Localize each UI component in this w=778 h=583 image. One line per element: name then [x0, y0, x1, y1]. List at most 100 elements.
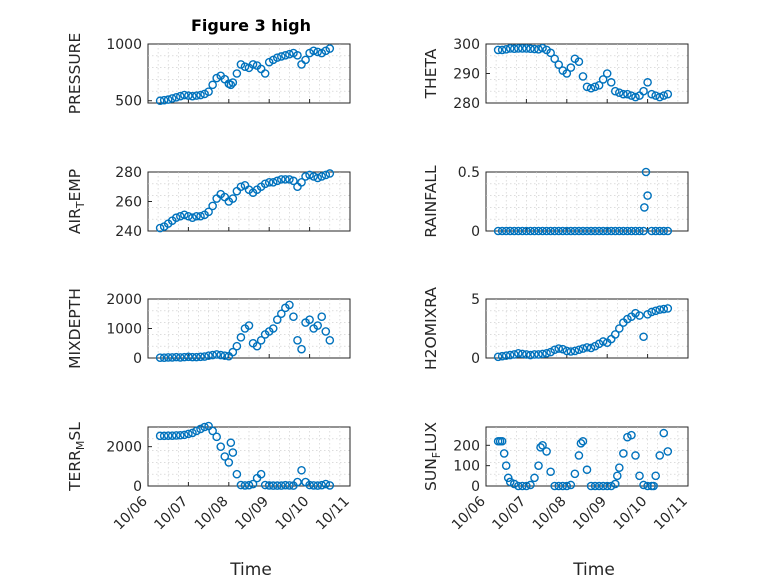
air-temp-point — [171, 213, 181, 223]
air-temp-point — [305, 170, 314, 180]
rainfall-point — [566, 226, 576, 236]
sun-flux-point — [623, 432, 632, 442]
terr-msl-point — [226, 438, 236, 448]
mixdepth-point — [325, 335, 335, 345]
mixdepth-point — [232, 341, 242, 351]
terr-msl-point — [305, 480, 314, 490]
y-tick-label: 2000 — [106, 292, 142, 308]
theta-point — [505, 44, 515, 53]
air-temp-point — [184, 211, 193, 221]
mixdepth-point — [244, 321, 254, 330]
axes-h2omixra: 0 5 H2OMIXRA — [422, 287, 689, 370]
sun-flux-point — [530, 473, 539, 483]
theta-point — [590, 82, 600, 92]
y-tick-label: 0 — [471, 479, 480, 495]
x-tick-label: 10/07 — [489, 494, 529, 534]
x-tick-label: 10/07 — [151, 494, 191, 534]
terr-msl-point — [325, 481, 335, 490]
terr-msl-point — [171, 431, 181, 440]
mixdepth-point — [180, 352, 189, 362]
rainfall-point — [582, 226, 592, 236]
h2omixra-point — [562, 346, 572, 356]
sun-flux-point — [590, 481, 600, 491]
sun-flux-point — [649, 481, 658, 491]
terr-msl-point — [232, 469, 242, 479]
h2omixra-point — [586, 343, 596, 353]
h2omixra-point — [578, 344, 588, 353]
mixdepth-point — [268, 324, 278, 333]
axes-terr-msl: 0 2000 TERRMSL 10/06 10/07 10/08 10/09 10/10 10/… — [66, 421, 353, 534]
rainfall-point — [570, 226, 580, 236]
h2omixra-point — [566, 347, 576, 356]
h2omixra-point — [639, 332, 648, 342]
y-tick-label: 0 — [471, 224, 480, 240]
terr-msl-point — [224, 458, 234, 467]
air-temp-point — [285, 175, 294, 184]
rainfall-point — [574, 226, 584, 236]
rainfall-point — [538, 226, 547, 236]
y-tick-label: 5 — [471, 292, 480, 308]
terr-msl-point — [313, 481, 322, 490]
sun-flux-point — [570, 469, 580, 479]
pressure-point — [155, 96, 165, 106]
pressure-point — [159, 95, 169, 105]
mixdepth-point — [176, 353, 185, 362]
pressure-point — [325, 44, 335, 53]
theta-point — [554, 60, 564, 69]
mixdepth-point — [317, 312, 327, 322]
x-axis-label-left: Time — [229, 560, 272, 580]
y-tick-label: 0.5 — [458, 165, 480, 181]
sun-flux-point — [542, 447, 551, 456]
pressure-point — [226, 80, 236, 90]
rainfall-point — [526, 226, 535, 236]
mixdepth-point — [272, 315, 282, 324]
sun-flux-point — [635, 471, 644, 481]
pressure-point — [309, 46, 318, 56]
terr-msl-point — [236, 480, 246, 490]
terr-msl-point — [192, 426, 201, 436]
sun-flux-point — [586, 481, 596, 491]
rainfall-point — [640, 203, 649, 212]
air-temp-point — [301, 172, 310, 181]
terr-msl-point — [293, 477, 302, 487]
h2omixra-point — [659, 304, 669, 314]
mixdepth-point — [228, 347, 238, 357]
terr-msl-point — [155, 431, 165, 441]
pressure-point — [260, 69, 270, 78]
theta-point — [578, 72, 588, 81]
air-temp-point — [264, 178, 274, 187]
terr-msl-point — [167, 431, 177, 440]
rainfall-point — [610, 226, 620, 236]
sun-flux-point — [558, 481, 568, 491]
terr-msl-point — [264, 481, 274, 490]
terr-msl-point — [196, 424, 205, 434]
air-temp-point — [277, 175, 286, 184]
terr-msl-point — [184, 429, 193, 439]
sun-flux-point — [499, 449, 509, 458]
mixdepth-point — [167, 353, 177, 362]
sun-flux-point — [550, 481, 559, 491]
pressure-point — [171, 93, 181, 102]
rainfall-point — [578, 226, 588, 236]
pressure-point — [281, 51, 290, 60]
pressure-point — [163, 95, 173, 104]
air-temp-point — [180, 210, 189, 220]
theta-point — [562, 69, 572, 78]
rainfall-point — [501, 226, 511, 236]
h2omixra-point — [493, 352, 503, 362]
theta-point — [594, 81, 604, 90]
axes-theta: 280 290 300 THETA — [422, 37, 689, 112]
air-temp-point — [176, 211, 185, 221]
pressure-point — [188, 91, 197, 101]
y-axis-label: RAINFALL — [422, 165, 440, 238]
sun-flux-point — [663, 447, 673, 456]
terr-msl-point — [248, 479, 258, 489]
axes-rainfall: 0 0.5 RAINFALL — [422, 165, 689, 240]
theta-point — [582, 82, 592, 92]
air-temp-point — [192, 211, 201, 221]
theta-point — [546, 48, 555, 58]
terr-msl-point — [309, 481, 318, 490]
x-tick-label: 10/10 — [273, 494, 313, 534]
y-tick-label: 290 — [453, 67, 480, 83]
